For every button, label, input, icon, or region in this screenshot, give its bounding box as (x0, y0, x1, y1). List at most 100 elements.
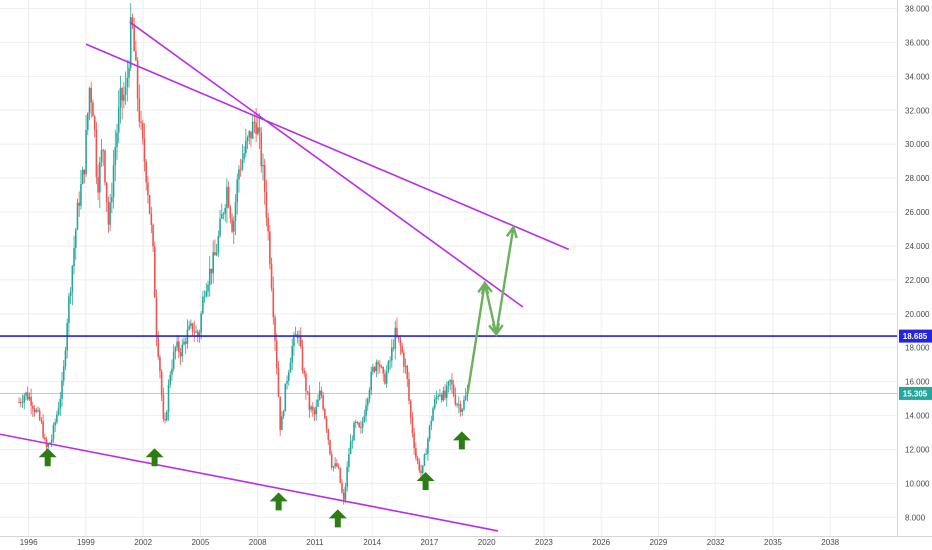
candle-body (458, 404, 460, 406)
candle-body (325, 418, 328, 430)
candle-body (86, 113, 89, 131)
candle-body (298, 336, 300, 338)
candle-body (100, 150, 103, 163)
candle-body (361, 421, 364, 428)
candle-body (305, 373, 307, 392)
candle-body (23, 395, 26, 403)
candle-body (205, 291, 208, 297)
candle-body (74, 229, 77, 248)
x-tick-label: 2008 (249, 538, 267, 547)
candle-body (251, 121, 254, 139)
candle-body (409, 400, 412, 418)
x-tick-label: 2002 (134, 538, 152, 547)
candle-body (188, 325, 190, 330)
candle-body (437, 395, 439, 397)
candle-body (375, 362, 378, 372)
candle-body (238, 169, 240, 180)
candle-body (90, 87, 93, 103)
candle-body (78, 202, 81, 206)
candle-body (444, 390, 446, 398)
candle-body (124, 86, 127, 95)
level-price-badge (899, 329, 932, 343)
candle-body (200, 313, 202, 333)
candle-body (353, 422, 355, 441)
candle-body (346, 467, 348, 487)
candle-body (117, 107, 120, 133)
y-tick-label: 28.000 (905, 174, 930, 183)
trend-line (0, 433, 499, 532)
candle-body (52, 425, 55, 440)
x-tick-label: 2038 (821, 538, 839, 547)
candle-body (356, 421, 359, 424)
candle-body (427, 439, 429, 454)
candle-body (56, 414, 58, 423)
y-tick-label: 18.000 (905, 344, 930, 353)
candle-body (32, 405, 34, 409)
candle-body (234, 202, 237, 221)
candle-body (81, 169, 84, 184)
candle-body (387, 361, 390, 372)
candle-body (160, 371, 163, 396)
candle-body (372, 367, 374, 372)
candle-body (135, 51, 137, 61)
price-axis[interactable]: 8.000 10.000 12.000 14.000 16.000 18.000 20.00… (905, 4, 930, 522)
candle-body (207, 284, 209, 292)
candle-body (114, 146, 117, 166)
candle-body (428, 425, 431, 440)
candle-body (382, 367, 385, 374)
candle-body (263, 164, 266, 192)
candle-body (423, 454, 426, 466)
candle-body (456, 404, 458, 406)
up-arrow-icon (452, 431, 471, 450)
candle-body (397, 335, 400, 339)
candle-body (224, 207, 227, 214)
candle-body (30, 396, 32, 406)
projection-line (466, 227, 515, 394)
candle-body (33, 408, 36, 412)
candle-body (169, 374, 172, 385)
candle-body (275, 340, 278, 369)
candle-body (339, 467, 342, 483)
x-tick-label: 1996 (20, 538, 38, 547)
candle-body (313, 410, 316, 415)
candle-body (349, 441, 352, 455)
candle-body (69, 291, 72, 297)
candle-body (183, 341, 185, 345)
current-price-badge (899, 386, 932, 400)
candle-body (368, 390, 371, 400)
candle-body (202, 296, 204, 314)
candle-body (155, 297, 158, 337)
candle-body (248, 131, 251, 138)
current-price-label: 15.305 (903, 389, 928, 398)
candle-body (282, 411, 285, 417)
candle-body (281, 416, 283, 430)
time-axis[interactable]: 1996 1999 2002 2005 2008 2011 2014 2017 2020 2023… (20, 538, 840, 547)
candle-body (97, 176, 99, 193)
candle-body (312, 406, 314, 411)
candle-body (322, 395, 324, 410)
candle-body (418, 461, 421, 471)
candle-body (454, 395, 457, 405)
candle-body (99, 162, 101, 193)
candle-body (447, 381, 450, 387)
candle-body (308, 392, 311, 410)
y-tick-label: 10.000 (905, 479, 930, 488)
projection-arrowhead (491, 323, 504, 337)
candle-body (93, 116, 96, 130)
candle-body (18, 402, 20, 403)
x-tick-label: 2020 (478, 538, 496, 547)
candle-body (341, 482, 343, 493)
candle-body (220, 214, 223, 219)
candle-body (239, 169, 242, 171)
candle-body (365, 405, 367, 416)
candle-body (293, 335, 295, 347)
candle-body (373, 367, 376, 372)
candle-body (236, 179, 239, 203)
candle-body (25, 392, 27, 396)
up-arrow-icon (38, 448, 57, 467)
candle-body (153, 246, 156, 298)
candle-body (466, 392, 469, 397)
y-tick-label: 12.000 (905, 445, 930, 454)
